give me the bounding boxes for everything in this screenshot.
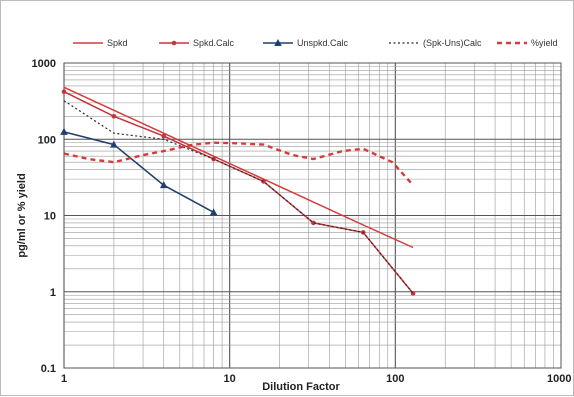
series-line-4 xyxy=(63,100,414,294)
series-point xyxy=(261,179,266,184)
x-tick-label: 1000 xyxy=(547,373,571,385)
y-tick-label: 0.1 xyxy=(41,363,56,375)
series-point xyxy=(209,208,218,216)
y-tick-label: 1 xyxy=(50,287,56,299)
legend-marker xyxy=(171,40,177,46)
legend-label-4: (Spk-Uns)Calc xyxy=(423,38,482,48)
series-point xyxy=(311,220,316,226)
legend-label-3: Unspkd.Calc xyxy=(297,38,349,48)
series-point xyxy=(111,113,117,119)
series-point xyxy=(110,140,118,148)
legend-marker xyxy=(274,39,282,46)
x-tick-label: 1 xyxy=(61,373,67,385)
series-layer xyxy=(60,86,416,296)
series-point xyxy=(60,127,68,135)
series-point xyxy=(161,133,167,139)
y-tick-label: 1000 xyxy=(32,58,56,70)
legend-label-1: Spkd xyxy=(107,38,128,48)
y-axis-title: pg/ml or % yield xyxy=(16,173,28,257)
series-line-1 xyxy=(63,86,414,249)
series-line-3 xyxy=(63,131,214,213)
legend-label-2: Spkd.Calc xyxy=(193,38,235,48)
tick-labels: 1 10 100 1000 0.1 1 10 100 1000 xyxy=(32,58,572,385)
x-axis-title: Dilution Factor xyxy=(262,381,340,393)
legend: Spkd Spkd.Calc Unspkd.Calc (Spk-Uns)Calc %yi… xyxy=(73,38,558,48)
x-tick-label: 100 xyxy=(386,373,404,385)
x-tick-label: 10 xyxy=(224,373,236,385)
plot-grid xyxy=(63,63,561,369)
legend-label-5: %yield xyxy=(531,38,558,48)
series-line-5 xyxy=(63,141,414,187)
series-point xyxy=(159,181,168,189)
y-tick-label: 10 xyxy=(44,211,56,223)
series-point xyxy=(61,89,67,95)
y-tick-label: 100 xyxy=(38,134,56,146)
plot-border xyxy=(63,62,562,369)
